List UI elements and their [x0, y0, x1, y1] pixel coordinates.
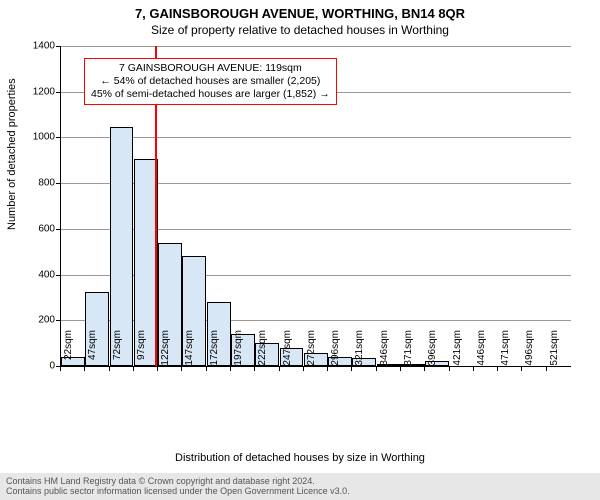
x-axis-label: Distribution of detached houses by size …: [0, 452, 600, 464]
annotation-line-1: 7 GAINSBOROUGH AVENUE: 119sqm: [91, 62, 330, 75]
ytick-mark: [56, 46, 61, 47]
xtick-label: 521sqm: [549, 330, 560, 370]
xtick-label: 197sqm: [233, 330, 244, 370]
xtick-label: 22sqm: [63, 330, 74, 370]
ytick-label: 200: [15, 315, 55, 326]
ytick-label: 1200: [15, 86, 55, 97]
ytick-mark: [56, 320, 61, 321]
ytick-mark: [56, 183, 61, 184]
xtick-mark: [376, 366, 377, 371]
ytick-label: 600: [15, 223, 55, 234]
gridline: [61, 46, 571, 47]
ytick-label: 1000: [15, 132, 55, 143]
xtick-mark: [303, 366, 304, 371]
xtick-label: 421sqm: [452, 330, 463, 370]
xtick-label: 147sqm: [184, 330, 195, 370]
xtick-mark: [424, 366, 425, 371]
gridline: [61, 137, 571, 138]
ytick-label: 1400: [15, 41, 55, 52]
xtick-mark: [206, 366, 207, 371]
xtick-mark: [327, 366, 328, 371]
xtick-mark: [133, 366, 134, 371]
xtick-label: 446sqm: [476, 330, 487, 370]
xtick-label: 321sqm: [354, 330, 365, 370]
xtick-label: 396sqm: [427, 330, 438, 370]
xtick-label: 471sqm: [500, 330, 511, 370]
xtick-label: 122sqm: [160, 330, 171, 370]
xtick-mark: [546, 366, 547, 371]
xtick-mark: [109, 366, 110, 371]
xtick-label: 496sqm: [524, 330, 535, 370]
xtick-label: 346sqm: [379, 330, 390, 370]
y-axis-label: Number of detached properties: [6, 78, 18, 230]
ytick-label: 800: [15, 178, 55, 189]
xtick-label: 97sqm: [136, 330, 147, 370]
ytick-mark: [56, 137, 61, 138]
annotation-box: 7 GAINSBOROUGH AVENUE: 119sqm ← 54% of d…: [84, 58, 337, 105]
xtick-label: 172sqm: [209, 330, 220, 370]
xtick-label: 47sqm: [87, 330, 98, 370]
xtick-mark: [521, 366, 522, 371]
ytick-mark: [56, 275, 61, 276]
page-title: 7, GAINSBOROUGH AVENUE, WORTHING, BN14 8…: [0, 0, 600, 21]
xtick-mark: [181, 366, 182, 371]
annotation-line-3: 45% of semi-detached houses are larger (…: [91, 88, 330, 101]
xtick-mark: [230, 366, 231, 371]
annotation-line-2: ← 54% of detached houses are smaller (2,…: [91, 75, 330, 88]
xtick-label: 247sqm: [282, 330, 293, 370]
footer: Contains HM Land Registry data © Crown c…: [0, 473, 600, 500]
xtick-mark: [84, 366, 85, 371]
xtick-mark: [279, 366, 280, 371]
chart-area: 0200400600800100012001400 7 GAINSBOROUGH…: [60, 46, 570, 406]
ytick-label: 0: [15, 361, 55, 372]
xtick-label: 222sqm: [257, 330, 268, 370]
xtick-mark: [473, 366, 474, 371]
ytick-label: 400: [15, 269, 55, 280]
footer-line-1: Contains HM Land Registry data © Crown c…: [6, 476, 594, 486]
ytick-mark: [56, 229, 61, 230]
xtick-label: 272sqm: [306, 330, 317, 370]
xtick-mark: [254, 366, 255, 371]
xtick-mark: [449, 366, 450, 371]
footer-line-2: Contains public sector information licen…: [6, 486, 594, 496]
xtick-mark: [400, 366, 401, 371]
xtick-label: 72sqm: [112, 330, 123, 370]
page-subtitle: Size of property relative to detached ho…: [0, 21, 600, 37]
xtick-mark: [157, 366, 158, 371]
xtick-mark: [497, 366, 498, 371]
xtick-label: 371sqm: [403, 330, 414, 370]
xtick-mark: [351, 366, 352, 371]
xtick-label: 296sqm: [330, 330, 341, 370]
xtick-mark: [60, 366, 61, 371]
ytick-mark: [56, 92, 61, 93]
